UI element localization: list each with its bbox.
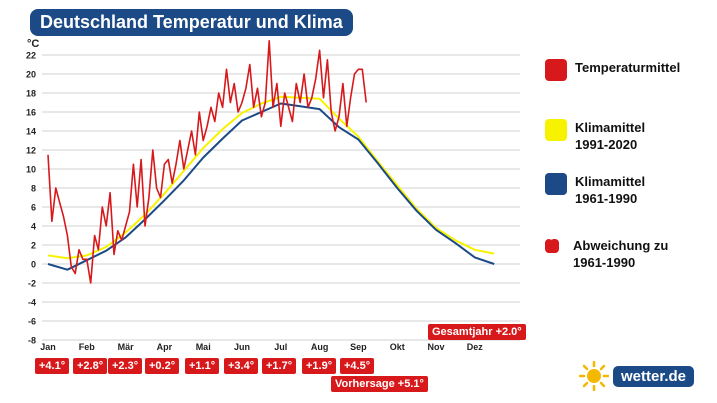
y-tick-label: 8 [31,184,36,194]
legend-label: Klimamittel 1961-1990 [575,174,646,206]
y-tick-label: 10 [26,165,36,175]
deviation-badge-feb: +2.8° [73,358,108,374]
deviation-badge-apr: +0.2° [145,358,180,374]
x-tick-label: Jul [274,342,287,352]
x-tick-label: Jan [40,342,56,352]
legend-swatch-yellow [545,119,567,141]
legend-item-abweichung: Abweichung zu 1961-1990 [545,236,669,271]
y-tick-label: 0 [31,260,36,270]
series-line-temperaturmittel [47,39,367,284]
gesamtjahr-badge: Gesamtjahr +2.0° [428,324,526,340]
legend-label: Klimamittel 1991-2020 [575,120,646,152]
y-tick-label: 2 [31,241,36,251]
deviation-badge-mai: +1.1° [185,358,220,374]
x-tick-label: Mär [118,342,135,352]
y-tick-label: 22 [26,51,36,61]
y-tick-label: 6 [31,203,36,213]
x-tick-label: Jun [234,342,250,352]
brand-logo-text: wetter.de [613,365,695,387]
y-axis-unit: °C [27,38,40,50]
deviation-badge-jun: +3.4° [224,358,259,374]
x-tick-label: Sep [350,342,367,352]
y-tick-label: 16 [26,108,36,118]
x-tick-label: Mai [196,342,211,352]
deviation-badge-mar: +2.3° [108,358,143,374]
legend-swatch-blue [545,173,567,195]
y-tick-label: 12 [26,146,36,156]
legend-label: Temperaturmittel [575,60,681,75]
y-tick-label: 20 [26,70,36,80]
legend-swatch-deviation [545,236,559,253]
deviation-badge-jul: +1.7° [262,358,297,374]
x-tick-label: Feb [79,342,96,352]
wetter-logo: wetter.de [579,361,695,391]
vorhersage-badge: Vorhersage +5.1° [331,376,428,392]
sun-icon [579,361,609,391]
x-tick-label: Nov [427,342,444,352]
y-tick-label: 4 [31,222,36,232]
x-tick-label: Aug [311,342,329,352]
y-tick-label: -4 [28,298,36,308]
deviation-badge-sep: +4.5° [340,358,375,374]
legend-item-temperaturmittel: Temperaturmittel [545,59,680,81]
y-tick-label: 14 [26,127,36,137]
legend-item-klimamittel-1991-2020: Klimamittel 1991-2020 [545,119,645,153]
x-tick-label: Apr [157,342,173,352]
deviation-badge-aug: +1.9° [302,358,337,374]
y-tick-label: -8 [28,336,36,346]
chart-title: Deutschland Temperatur und Klima [30,9,353,36]
x-tick-label: Okt [390,342,405,352]
y-tick-label: -6 [28,317,36,327]
legend-swatch-red [545,59,567,81]
legend-label: Abweichung zu 1961-1990 [573,238,669,270]
series-line-klimamittel-1991-2020 [47,95,495,260]
y-tick-label: 18 [26,89,36,99]
deviation-badge-jan: +4.1° [35,358,70,374]
y-tick-label: -2 [28,279,36,289]
legend-item-klimamittel-1961-1990: Klimamittel 1961-1990 [545,173,645,207]
x-tick-label: Dez [467,342,484,352]
